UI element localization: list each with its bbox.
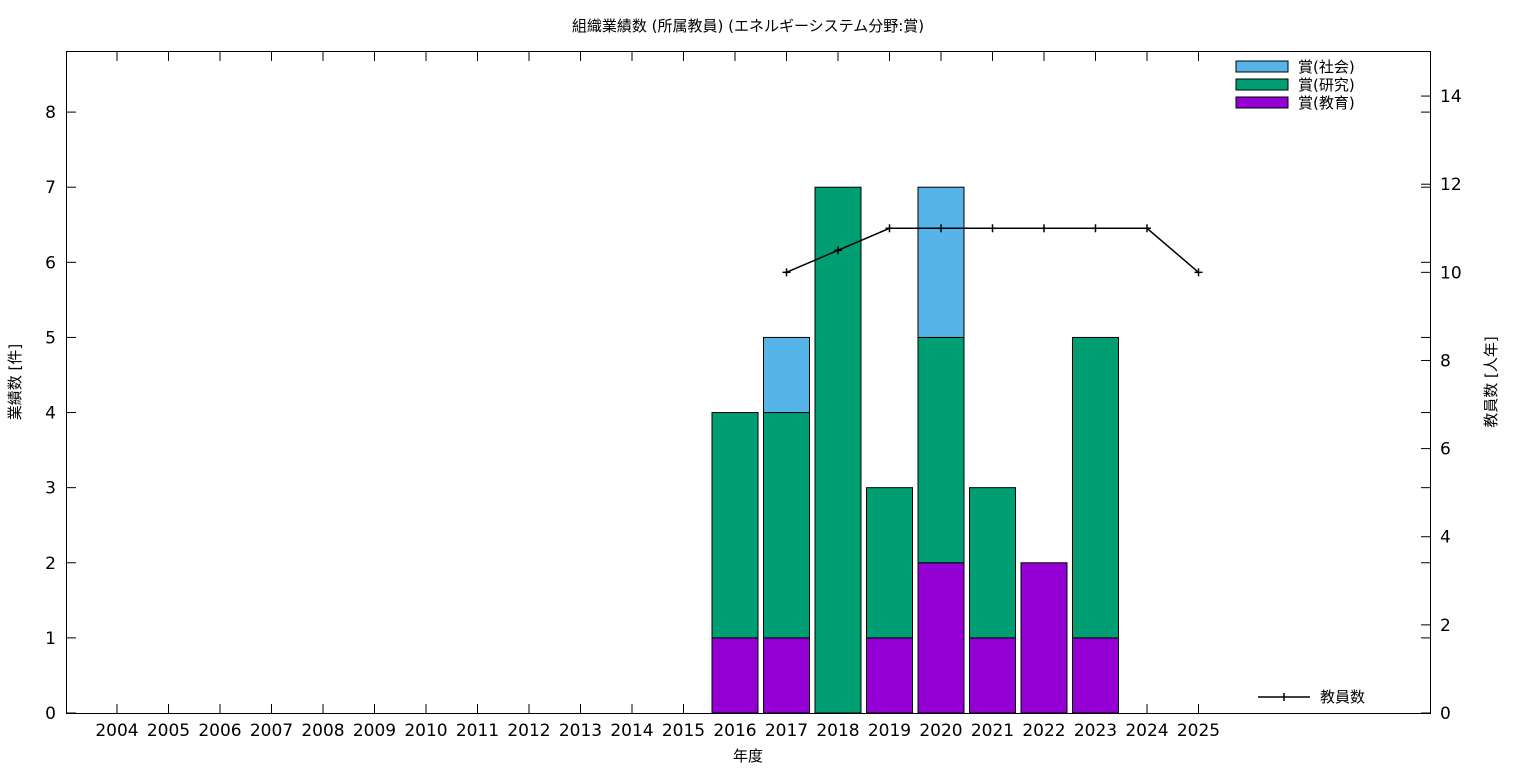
legend: 賞(社会)賞(研究)賞(教育) 教員数 [1235,58,1365,706]
line-point [1040,224,1048,233]
line-point [1091,224,1100,233]
y-tick-label: 1 [45,629,56,649]
x-tick-label: 2006 [198,721,241,741]
line-point [782,268,791,277]
y-tick-label: 2 [45,554,56,574]
line-point [885,224,894,233]
bar-segment [866,637,913,714]
x-tick-label: 2017 [765,721,808,741]
bar-segment [1072,637,1119,714]
legend-swatch [1235,96,1289,109]
bars [711,186,1119,714]
line-point [834,246,842,255]
legend-label: 賞(社会) [1298,58,1355,76]
plot-frame [66,51,1431,714]
chart-title: 組織業績数 (所属教員) (エネルギーシステム分野:賞) [572,17,924,35]
y2-tick-label: 14 [1440,87,1462,107]
line-point [988,224,997,233]
bar-segment [711,412,759,639]
x-tick-label: 2019 [868,721,911,741]
legend-label: 賞(教育) [1298,94,1355,112]
x-tick-label: 2012 [507,721,550,741]
bar-segment [917,186,965,338]
y-tick-label: 8 [45,103,56,123]
legend-label: 賞(研究) [1298,76,1355,94]
y2-tick-label: 4 [1440,528,1451,548]
bar-segment [763,336,810,414]
line-point [1194,268,1203,277]
legend-line-label: 教員数 [1320,688,1365,706]
x-tick-label: 2024 [1125,721,1168,741]
bar-segment [763,637,810,714]
x-tick-label: 2008 [301,721,344,741]
bar-segment [711,637,759,714]
y-tick-label: 6 [45,253,56,273]
x-tick-label: 2023 [1074,721,1117,741]
y2-tick-label: 10 [1440,263,1462,283]
x-tick-label: 2025 [1177,721,1220,741]
legend-swatch [1235,78,1289,91]
y-tick-label: 0 [45,704,56,724]
x-tick-label: 2013 [559,721,602,741]
y-axis-label: 業績数 [件] [6,344,24,420]
line-series [782,224,1203,277]
x-tick-label: 2007 [250,721,293,741]
line-point [1143,224,1151,233]
y2-tick-label: 8 [1440,351,1451,371]
y-tick-label: 3 [45,479,56,499]
x-tick-label: 2009 [353,721,396,741]
bar-segment [1020,562,1068,714]
bar-segment [969,487,1016,639]
x-tick-label: 2011 [456,721,499,741]
bar-segment [866,487,913,639]
y2-tick-label: 12 [1440,175,1462,195]
x-tick-label: 2004 [95,721,138,741]
y2-tick-label: 0 [1440,704,1451,724]
x-tick-label: 2022 [1022,721,1065,741]
x-tick-label: 2020 [919,721,962,741]
y-tick-label: 5 [45,328,56,348]
bar-segment [1072,336,1119,639]
y2-tick-label: 2 [1440,616,1451,636]
line-point [937,224,945,233]
x-tick-label: 2010 [404,721,447,741]
bar-segment [917,562,965,714]
x-tick-label: 2014 [610,721,653,741]
bar-segment [969,637,1016,714]
x-tick-label: 2021 [971,721,1014,741]
y-tick-label: 7 [45,178,56,198]
x-tick-label: 2005 [147,721,190,741]
bar-segment [763,412,810,639]
bar-segment [814,186,862,714]
x-tick-label: 2018 [816,721,859,741]
x-tick-label: 2016 [713,721,756,741]
x-tick-label: 2015 [662,721,705,741]
x-axis-label: 年度 [733,747,763,765]
y-tick-label: 4 [45,404,56,424]
bar-segment [917,336,965,564]
y2-axis-label: 教員数 [人年] [1482,336,1500,427]
y2-tick-label: 6 [1440,440,1451,460]
legend-swatch [1235,60,1289,73]
